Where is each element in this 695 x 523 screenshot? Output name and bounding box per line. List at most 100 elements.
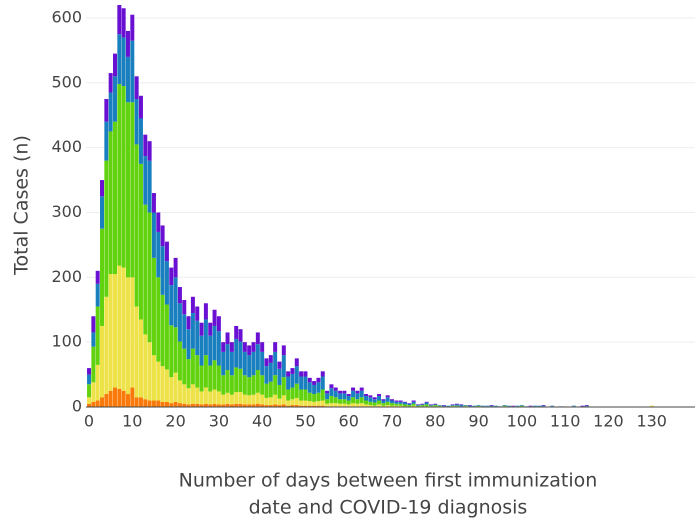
bar-segment — [398, 403, 403, 406]
bar-segment — [368, 395, 373, 398]
bar-segment — [251, 351, 256, 376]
bar-segment — [225, 332, 230, 345]
bar-segment — [108, 274, 113, 391]
bar-segment — [138, 95, 143, 119]
bar-segment — [316, 392, 321, 402]
bar-segment — [260, 375, 265, 395]
bar-segment — [537, 405, 542, 407]
bar-segment — [329, 388, 334, 396]
bar-segment — [580, 405, 585, 407]
bar-segment — [130, 14, 135, 41]
bar-segment — [108, 92, 113, 132]
bar-segment — [264, 397, 269, 406]
bar-segment — [303, 405, 308, 407]
bar-segment — [541, 405, 546, 407]
bar-segment — [377, 400, 382, 405]
bar-segment — [113, 76, 117, 122]
bar-segment — [208, 404, 213, 407]
bar-segment — [277, 398, 282, 406]
bar-segment — [359, 387, 364, 391]
bar-segment — [299, 376, 304, 390]
bar-segment — [87, 368, 92, 375]
bar-segment — [208, 335, 213, 366]
bar-segment — [420, 404, 425, 406]
bar-segment — [428, 404, 433, 406]
bar-segment — [208, 365, 213, 392]
bar-segment — [173, 372, 178, 402]
bar-segment — [143, 156, 148, 205]
bar-segment — [411, 400, 416, 402]
bar-segment — [307, 392, 312, 402]
bar-segment — [390, 405, 395, 407]
bar-segment — [164, 401, 169, 407]
bar-segment — [415, 404, 420, 406]
bar-segment — [113, 387, 117, 407]
bar-segment — [528, 405, 533, 407]
bar-segment — [286, 405, 291, 407]
bar-segment — [342, 399, 347, 404]
bar-segment — [255, 344, 260, 371]
bar-segment — [182, 314, 187, 349]
bar-segment — [420, 403, 425, 405]
bar-segment — [95, 364, 100, 401]
bar-segment — [307, 405, 312, 407]
bar-segment — [394, 400, 399, 402]
bar-segment — [312, 401, 317, 406]
bar-segment — [424, 404, 429, 407]
bar-segment — [130, 387, 135, 407]
bar-segment — [160, 401, 165, 407]
bar-segment — [117, 5, 122, 35]
bar-segment — [234, 367, 239, 393]
x-tick-label: 130 — [636, 412, 667, 431]
bar-segment — [134, 99, 139, 145]
bar-segment — [320, 400, 325, 406]
bar-segment — [160, 294, 165, 367]
bar-segment — [156, 231, 161, 278]
bar-segment — [234, 325, 239, 339]
bar-segment — [151, 400, 156, 407]
bar-segment — [385, 395, 390, 398]
bar-segment — [229, 404, 234, 407]
bar-segment — [164, 261, 169, 305]
bar-segment — [476, 405, 481, 406]
bar-segment — [113, 121, 117, 275]
bar-segment — [268, 381, 273, 398]
bar-segment — [433, 403, 438, 405]
bar-segment — [463, 405, 468, 407]
bar-segment — [190, 403, 195, 407]
x-tick-label: 60 — [339, 412, 359, 431]
bar-segment — [403, 404, 407, 407]
bar-segment — [268, 405, 273, 407]
bar-segment — [355, 390, 360, 394]
bar-segment — [320, 389, 325, 401]
bar-segment — [247, 404, 252, 407]
bar-segment — [203, 387, 208, 404]
bar-segment — [372, 402, 377, 406]
bar-segment — [333, 390, 338, 398]
bar-segment — [225, 344, 230, 371]
bar-segment — [182, 403, 187, 407]
bar-segment — [307, 377, 312, 383]
bar-segment — [138, 397, 143, 407]
bar-segment — [91, 316, 96, 333]
bar-segment — [91, 401, 96, 407]
bar-segment — [338, 399, 343, 404]
bar-segment — [450, 405, 455, 406]
bar-segment — [368, 401, 373, 406]
bar-segment — [346, 395, 351, 401]
bar-segment — [100, 180, 105, 197]
bar-segment — [190, 384, 195, 404]
bar-segment — [411, 401, 416, 404]
bar-segment — [281, 355, 286, 378]
bars — [87, 5, 654, 407]
bar-segment — [156, 277, 161, 362]
bar-segment — [229, 351, 234, 376]
bar-segment — [394, 403, 399, 406]
bar-segment — [381, 405, 386, 407]
bar-segment — [95, 400, 100, 407]
bar-segment — [273, 394, 278, 405]
bar-segment — [238, 403, 243, 407]
bar-segment — [355, 403, 360, 407]
bar-segment — [286, 400, 291, 406]
bar-segment — [303, 371, 308, 377]
